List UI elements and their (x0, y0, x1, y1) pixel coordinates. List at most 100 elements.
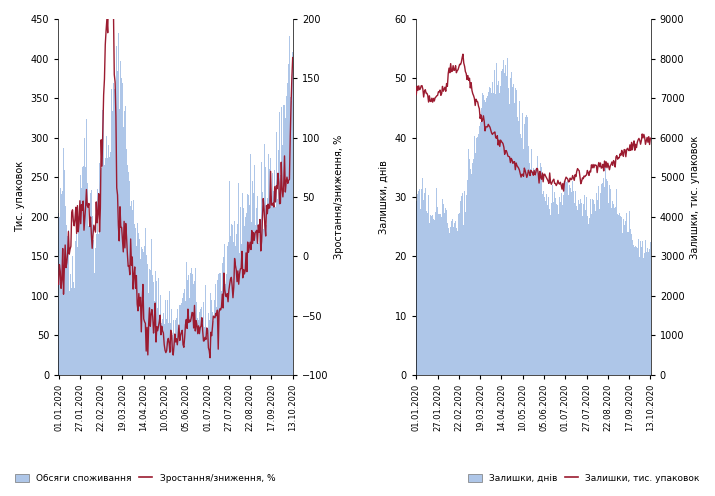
Bar (125, 106, 126, 375)
Bar (156, 279, 157, 375)
Bar (221, 291, 222, 375)
Bar (469, 159, 470, 375)
Bar (498, 67, 499, 375)
Bar (201, 313, 202, 375)
Bar (439, 214, 440, 375)
Bar (609, 185, 610, 375)
Bar (557, 203, 558, 375)
Bar (236, 234, 237, 375)
Bar (524, 124, 525, 375)
Bar (108, 145, 109, 375)
Bar (261, 163, 262, 375)
Bar (168, 323, 169, 375)
Bar (205, 314, 207, 375)
Bar (214, 275, 215, 375)
Bar (438, 214, 439, 375)
Bar (521, 137, 522, 375)
Bar (623, 225, 625, 375)
Bar (465, 195, 467, 375)
Bar (646, 248, 648, 375)
Bar (91, 190, 92, 375)
Bar (290, 97, 291, 375)
Bar (483, 95, 484, 375)
Bar (421, 188, 422, 375)
Y-axis label: Залишки, днів: Залишки, днів (379, 160, 389, 234)
Bar (648, 238, 649, 375)
Bar (184, 290, 185, 375)
Bar (615, 207, 616, 375)
Bar (584, 194, 586, 375)
Bar (606, 178, 608, 375)
Bar (62, 191, 63, 375)
Bar (433, 219, 434, 375)
Bar (94, 273, 95, 375)
Bar (127, 165, 128, 375)
Bar (419, 189, 420, 375)
Bar (181, 303, 182, 375)
Bar (215, 284, 216, 375)
Bar (536, 168, 537, 375)
Bar (592, 199, 593, 375)
Bar (616, 189, 617, 375)
Y-axis label: Тис. упаковок: Тис. упаковок (15, 161, 25, 233)
Bar (568, 195, 569, 375)
Bar (113, 83, 114, 375)
Bar (543, 199, 544, 375)
Bar (590, 199, 591, 375)
Bar (163, 312, 164, 375)
Bar (73, 282, 74, 375)
Bar (481, 108, 482, 375)
Bar (644, 253, 645, 375)
Bar (247, 194, 248, 375)
Bar (636, 247, 637, 375)
Bar (216, 307, 217, 375)
Bar (260, 222, 261, 375)
Bar (540, 179, 541, 375)
Bar (59, 217, 60, 375)
Bar (65, 206, 66, 375)
Bar (603, 178, 604, 375)
Bar (252, 181, 253, 375)
Bar (259, 220, 260, 375)
Bar (266, 225, 267, 375)
Bar (551, 203, 552, 375)
Bar (262, 192, 263, 375)
Bar (248, 195, 249, 375)
Bar (601, 184, 602, 375)
Bar (586, 197, 587, 375)
Bar (133, 200, 134, 375)
Bar (288, 63, 289, 375)
Bar (430, 215, 431, 375)
Bar (532, 171, 533, 375)
Bar (277, 169, 278, 375)
Bar (122, 83, 123, 375)
Bar (177, 309, 178, 375)
Bar (64, 171, 65, 375)
Bar (645, 241, 646, 375)
Bar (60, 188, 61, 375)
Bar (500, 86, 501, 375)
Bar (599, 209, 600, 375)
Bar (497, 85, 498, 375)
Bar (525, 117, 526, 375)
Bar (533, 176, 535, 375)
Bar (265, 167, 266, 375)
Bar (157, 308, 158, 375)
Bar (642, 241, 643, 375)
Bar (528, 146, 529, 375)
Bar (271, 196, 272, 375)
Bar (635, 246, 636, 375)
Legend: Обсяги споживання, Зростання/зниження, %: Обсяги споживання, Зростання/зниження, % (11, 470, 279, 487)
Bar (567, 181, 568, 375)
Bar (75, 241, 77, 375)
Bar (217, 280, 218, 375)
Bar (176, 318, 177, 375)
Bar (63, 148, 64, 375)
Bar (147, 264, 148, 375)
Bar (641, 247, 642, 375)
Bar (190, 273, 191, 375)
Bar (556, 204, 557, 375)
Bar (167, 301, 168, 375)
Bar (131, 201, 132, 375)
Bar (595, 211, 596, 375)
